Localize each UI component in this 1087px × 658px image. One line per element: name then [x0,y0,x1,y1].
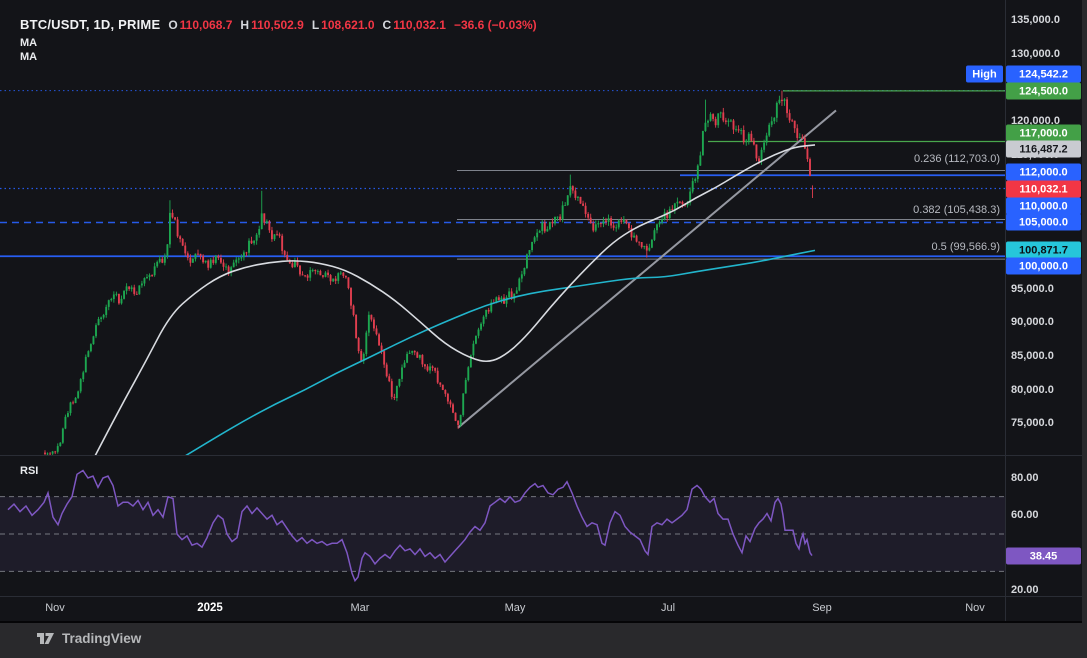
time-axis-label-2025: 2025 [197,602,223,614]
tradingview-logo-icon [37,633,54,644]
price-badge-1120000: 112,000.0 [1006,163,1081,181]
bottom-toolbar [0,623,1087,658]
rsi-axis-tick: 20.00 [1011,584,1039,596]
price-badge-1245000: 124,500.0 [1006,82,1081,100]
rsi-axis-tick: 60.00 [1011,509,1039,521]
price-axis-tick: 130,000.0 [1011,48,1060,60]
change-value: −36.6 (−0.03%) [453,18,537,32]
pane-divider-rsi-timeaxis [0,596,1087,597]
time-axis-label-nov: Nov [965,602,985,614]
tradingview-logo[interactable]: TradingView [36,631,141,646]
low-value: L 108,621.0 [311,18,375,32]
pane-divider-price-rsi[interactable] [0,455,1087,456]
time-axis-label-jul: Jul [660,602,676,614]
price-pane[interactable] [0,90,1005,456]
ma-indicator-label-2[interactable]: MA [20,51,38,63]
rsi-axis-tick: 80.00 [1011,472,1039,484]
ma-white-line[interactable] [94,144,816,456]
close-value: C 110,032.1 [382,18,446,32]
rsi-value-badge: 38.45 [1006,547,1081,565]
price-axis-tick: 75,000.0 [1011,417,1054,429]
high-label-badge: High [966,65,1003,83]
time-axis-label-nov: Nov [45,602,65,614]
price-badge-1100321: 110,032.1 [1006,180,1081,198]
price-axis-tick: 80,000.0 [1011,384,1054,396]
price-badge-1164872: 116,487.2 [1006,140,1081,158]
price-badge-1008717: 100,871.7 [1006,241,1081,259]
price-axis-divider [1005,0,1006,621]
price-axis-tick: 95,000.0 [1011,283,1054,295]
tradingview-logo-text: TradingView [62,631,142,646]
chart-bottom-edge [0,621,1087,623]
open-value: O 110,068.7 [168,18,233,32]
ma-indicator-label-1[interactable]: MA [20,37,38,49]
price-badge-1245422: 124,542.2 [1006,65,1081,83]
symbol-title[interactable]: BTC/USDT, 1D, PRIME [20,17,161,32]
time-axis-label-sep: Sep [812,602,832,614]
symbol-legend: BTC/USDT, 1D, PRIME O 110,068.7 H 110,50… [20,17,537,32]
right-margin-strip [1082,0,1087,658]
price-badge-1000000: 100,000.0 [1006,257,1081,275]
price-axis-tick: 120,000.0 [1011,115,1060,127]
time-axis-label-mar: Mar [350,602,370,614]
price-badge-1100000: 110,000.0 [1006,197,1081,215]
rsi-indicator-label[interactable]: RSI [20,465,39,477]
price-axis-tick: 85,000.0 [1011,350,1054,362]
price-badge-1170000: 117,000.0 [1006,124,1081,142]
rsi-pane[interactable] [0,469,1005,583]
ma-cyan-line[interactable] [185,249,816,456]
trendline[interactable] [457,109,837,429]
price-axis-tick: 90,000.0 [1011,316,1054,328]
price-badge-1050000: 105,000.0 [1006,213,1081,231]
candlesticks [44,90,814,455]
price-axis-tick: 135,000.0 [1011,14,1060,26]
chart-canvas[interactable] [0,0,1087,621]
rsi-line[interactable] [7,469,813,583]
high-value: H 110,502.9 [240,18,304,32]
time-axis-label-may: May [504,602,526,614]
